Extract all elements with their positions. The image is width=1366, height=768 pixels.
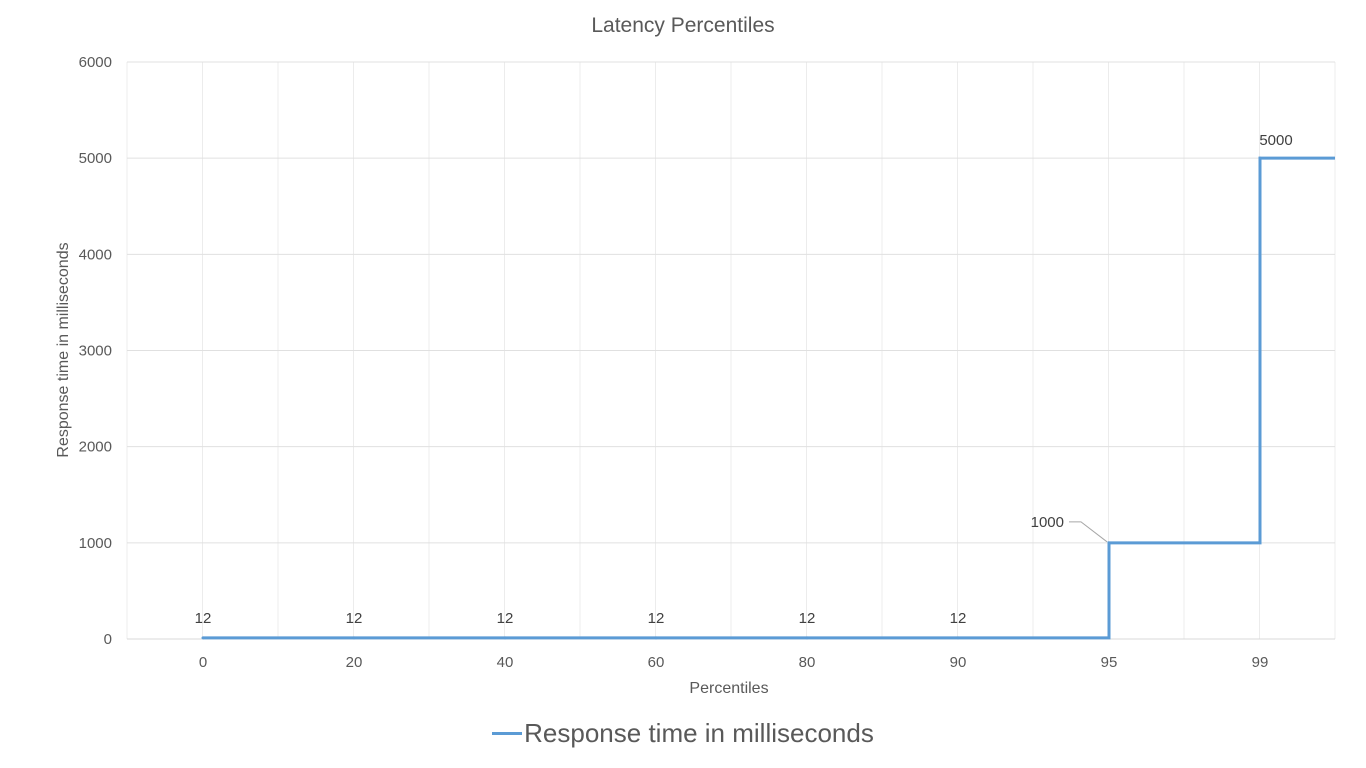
data-label: 12 xyxy=(950,610,967,627)
data-point xyxy=(956,636,960,640)
legend-swatch xyxy=(492,732,523,735)
data-point xyxy=(352,636,356,640)
legend-label: Response time in milliseconds xyxy=(524,718,874,748)
series-line xyxy=(201,156,1335,640)
x-tick-label: 95 xyxy=(1101,654,1118,671)
y-tick-label: 2000 xyxy=(79,439,112,456)
data-point xyxy=(1258,156,1262,160)
x-tick-label: 0 xyxy=(199,654,207,671)
x-tick-label: 20 xyxy=(346,654,363,671)
x-tick-label: 80 xyxy=(799,654,816,671)
data-point xyxy=(201,636,205,640)
data-point xyxy=(1107,541,1111,545)
y-axis-ticks: 0 1000 2000 3000 4000 5000 6000 xyxy=(79,54,112,648)
x-tick-label: 40 xyxy=(497,654,514,671)
y-tick-label: 0 xyxy=(104,631,112,648)
data-point xyxy=(654,636,658,640)
data-labels: 12 12 12 12 12 12 1000 5000 xyxy=(195,132,1293,627)
chart-title: Latency Percentiles xyxy=(591,14,775,37)
y-tick-label: 3000 xyxy=(79,343,112,360)
x-tick-label: 60 xyxy=(648,654,665,671)
legend: Response time in milliseconds xyxy=(0,718,1366,749)
data-point xyxy=(805,636,809,640)
y-axis-title: Response time in milliseconds xyxy=(55,242,72,457)
x-axis-ticks: 0 20 40 60 80 90 95 99 xyxy=(199,654,1269,671)
data-label-leader-line xyxy=(1069,521,1108,543)
data-label: 12 xyxy=(497,610,514,627)
data-label: 12 xyxy=(648,610,665,627)
legend-entry: Response time in milliseconds xyxy=(492,718,874,749)
data-point xyxy=(503,636,507,640)
grid-lines xyxy=(126,61,1336,640)
x-tick-label: 90 xyxy=(950,654,967,671)
y-tick-label: 6000 xyxy=(79,54,112,71)
data-label: 12 xyxy=(195,610,212,627)
series-response-time-line xyxy=(203,156,1335,640)
y-tick-label: 5000 xyxy=(79,150,112,167)
data-label: 12 xyxy=(346,610,363,627)
data-label: 5000 xyxy=(1259,132,1292,149)
data-label: 12 xyxy=(799,610,816,627)
y-tick-label: 1000 xyxy=(79,535,112,552)
x-axis-title: Percentiles xyxy=(689,680,768,697)
y-tick-label: 4000 xyxy=(79,246,112,263)
x-tick-label: 99 xyxy=(1252,654,1269,671)
data-label: 1000 xyxy=(1031,514,1064,531)
